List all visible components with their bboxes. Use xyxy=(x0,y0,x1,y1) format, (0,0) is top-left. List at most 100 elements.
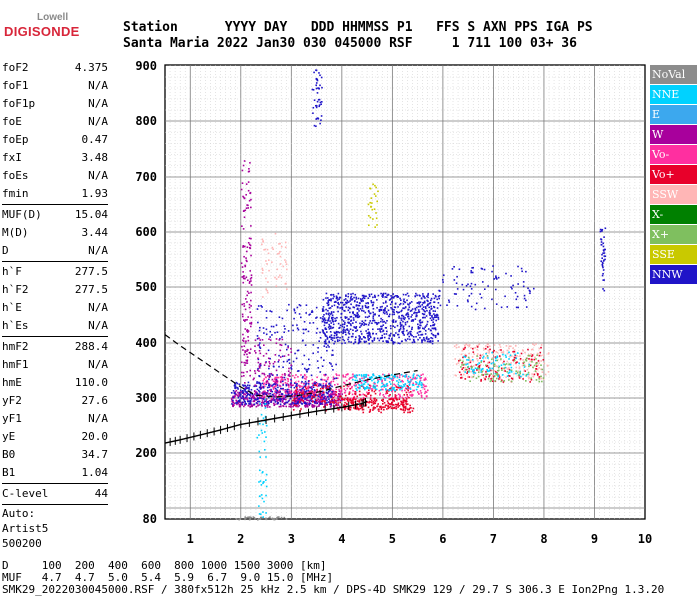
echo-point-vo- xyxy=(381,379,383,382)
echo-point-nnw xyxy=(505,272,507,275)
echo-point-nnw xyxy=(346,299,349,302)
echo-point-nnw xyxy=(274,390,277,393)
echo-point-nnw xyxy=(405,339,407,342)
echo-point-vo- xyxy=(524,370,527,372)
param-label: fxI xyxy=(2,151,22,164)
echo-point-noval xyxy=(257,518,260,520)
echo-point-nnw xyxy=(474,283,477,286)
echo-point-nnw xyxy=(325,331,328,333)
echo-point-vo- xyxy=(362,386,365,388)
echo-point-nnw xyxy=(370,301,373,304)
echo-point-nnw xyxy=(352,292,354,295)
echo-point-noval xyxy=(268,517,270,519)
echo-point-vo- xyxy=(466,372,468,375)
echo-point-noval xyxy=(272,518,274,520)
echo-point-ssw xyxy=(488,350,491,353)
echo-point-vo- xyxy=(292,384,295,387)
echo-point-vo- xyxy=(407,411,409,414)
echo-point-nne xyxy=(258,513,261,515)
echo-point-w xyxy=(260,404,263,406)
echo-point-nnw xyxy=(467,283,469,286)
echo-point-ssw xyxy=(455,363,458,365)
echo-point-vo- xyxy=(372,400,375,403)
echo-point-nnw xyxy=(437,318,440,320)
echo-point-vo- xyxy=(382,393,385,396)
echo-point-vo- xyxy=(311,382,314,385)
echo-point-nnw xyxy=(320,356,323,359)
echo-point-nnw xyxy=(356,316,359,319)
echo-point-vo- xyxy=(344,376,347,378)
echo-point-nne xyxy=(389,377,392,380)
echo-point-nnw xyxy=(231,403,233,405)
echo-point-nne xyxy=(481,368,483,371)
echo-point-w xyxy=(277,390,279,393)
echo-point-w xyxy=(295,405,297,408)
echo-point-vo- xyxy=(342,375,345,378)
echo-point-w xyxy=(338,398,341,401)
echo-point-nnw xyxy=(347,321,349,324)
echo-point-nnw xyxy=(359,298,362,300)
echo-point-nnw xyxy=(354,338,357,341)
echo-point-ssw xyxy=(271,246,274,249)
echo-point-w xyxy=(256,393,258,396)
echo-point-nnw xyxy=(319,396,322,398)
param-row-fxI: fxI 3.48 xyxy=(2,149,108,167)
echo-point-vo- xyxy=(381,399,383,402)
echo-point-vo- xyxy=(484,347,487,350)
echo-point-vo- xyxy=(315,399,318,402)
echo-point-nnw xyxy=(407,312,409,314)
echo-point-w xyxy=(247,330,250,332)
echo-point-nnw xyxy=(260,304,262,307)
echo-point-nnw xyxy=(385,300,387,303)
echo-point-nnw xyxy=(430,319,433,322)
echo-point-w xyxy=(270,372,273,375)
echo-point-nnw xyxy=(307,367,310,370)
echo-point-nnw xyxy=(299,401,302,403)
echo-point-nnw xyxy=(372,315,375,318)
echo-point-w xyxy=(329,406,332,408)
echo-point-nnw xyxy=(330,322,332,324)
echo-point-nnw xyxy=(324,333,326,335)
echo-point-nnw xyxy=(334,332,336,335)
echo-point-nnw xyxy=(275,389,278,391)
echo-point-w xyxy=(273,361,276,363)
echo-point-vo- xyxy=(494,356,497,358)
echo-point-ssw xyxy=(528,376,531,379)
echo-point-nne xyxy=(403,375,405,377)
echo-point-nnw xyxy=(256,400,259,403)
echo-point-nnw xyxy=(259,388,262,390)
echo-point-ssw xyxy=(527,376,530,378)
echo-point-nnw xyxy=(410,309,413,312)
echo-point-vo- xyxy=(352,402,355,405)
echo-point-nnw xyxy=(250,388,253,391)
echo-point-nne xyxy=(260,429,263,432)
echo-point-nnw xyxy=(321,365,324,367)
echo-point-vo- xyxy=(343,405,345,407)
echo-point-nnw xyxy=(384,322,387,324)
echo-point-nnw xyxy=(492,265,494,267)
echo-point-w xyxy=(238,394,241,396)
echo-point-vo- xyxy=(416,391,419,393)
echo-point-nnw xyxy=(386,294,389,297)
echo-point-w xyxy=(244,351,246,354)
echo-point-nnw xyxy=(347,306,350,309)
echo-point-nne xyxy=(399,388,401,391)
echo-point-nnw xyxy=(381,305,383,308)
echo-point-w xyxy=(315,401,318,403)
echo-point-nnw xyxy=(403,301,406,303)
echo-point-nnw xyxy=(423,295,425,298)
echo-point-vo- xyxy=(330,380,333,383)
echo-point-vo- xyxy=(303,394,306,397)
echo-point-nnw xyxy=(429,312,432,315)
echo-point-w xyxy=(296,392,299,395)
echo-point-w xyxy=(263,372,265,375)
echo-point-vo- xyxy=(319,393,321,396)
echo-point-w xyxy=(243,305,246,307)
echo-point-vo- xyxy=(380,405,382,408)
echo-point-nnw xyxy=(343,299,346,301)
echo-point-ssw xyxy=(285,268,288,271)
echo-point-nnw xyxy=(357,297,360,300)
echo-point-nnw xyxy=(296,349,299,352)
echo-point-nne xyxy=(375,388,378,391)
echo-point-x- xyxy=(496,369,499,372)
